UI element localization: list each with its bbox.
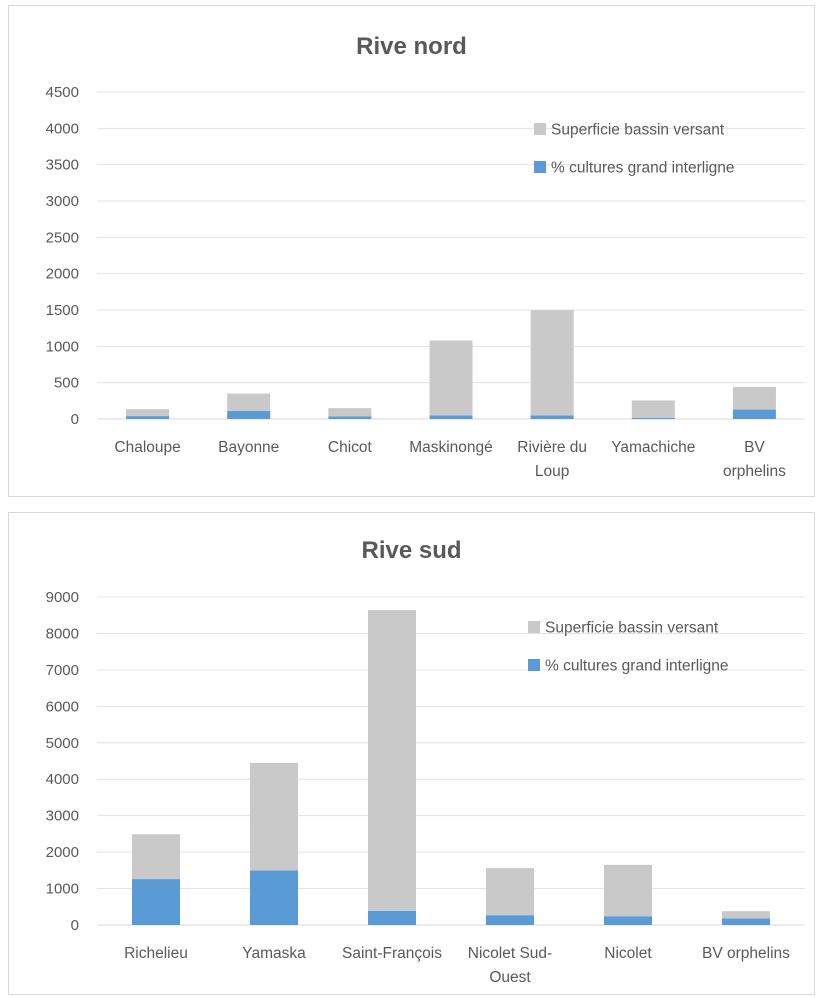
bar-superficie-bassin-versant: [126, 409, 170, 417]
bar-superficie-bassin-versant: [722, 911, 770, 919]
y-tick-label: 2500: [46, 229, 79, 246]
bar-superficie-bassin-versant: [132, 834, 180, 880]
y-tick-label: 4500: [46, 84, 79, 101]
x-category-label: BV: [744, 439, 765, 456]
x-category-label: Loup: [535, 463, 569, 480]
x-category-label: Saint-François: [342, 945, 442, 962]
legend-swatch: [534, 123, 546, 135]
x-category-label: BV orphelins: [702, 945, 790, 962]
legend-label: Superficie bassin versant: [551, 122, 725, 139]
x-category-label: Ouest: [489, 969, 531, 986]
x-category-label: orphelins: [723, 463, 786, 480]
x-category-label: Maskinongé: [409, 439, 493, 456]
y-tick-label: 1000: [46, 338, 79, 355]
x-category-label: Yamachiche: [611, 439, 695, 456]
x-category-label: Yamaska: [242, 945, 306, 962]
bar-cultures-grand-interligne: [631, 417, 675, 419]
bar-cultures-grand-interligne: [722, 918, 770, 925]
y-tick-label: 0: [71, 411, 79, 428]
legend-swatch: [534, 161, 546, 173]
y-tick-label: 2000: [46, 266, 79, 283]
legend-label: % cultures grand interligne: [551, 160, 735, 177]
y-tick-label: 4000: [46, 120, 79, 137]
y-tick-label: 9000: [46, 589, 79, 606]
y-tick-label: 8000: [46, 625, 79, 642]
bar-cultures-grand-interligne: [328, 416, 372, 419]
chart-svg: Rive nord 0 500 1000 1500 2000 2500 3000 3500 400…: [46, 33, 805, 480]
bar-superficie-bassin-versant: [486, 868, 534, 916]
bar-superficie-bassin-versant: [732, 387, 776, 410]
x-category-label: Chicot: [328, 439, 373, 456]
x-category-label: Rivière du: [517, 439, 587, 456]
y-tick-label: 1000: [46, 881, 79, 898]
y-tick-label: 3000: [46, 193, 79, 210]
bar-cultures-grand-interligne: [604, 916, 652, 925]
legend-swatch: [528, 659, 540, 671]
x-category-label: Bayonne: [218, 439, 279, 456]
bar-cultures-grand-interligne: [126, 416, 170, 419]
y-tick-label: 1500: [46, 302, 79, 319]
bar-cultures-grand-interligne: [250, 870, 298, 925]
bar-cultures-grand-interligne: [530, 415, 574, 419]
chart-title: Rive sud: [361, 537, 461, 564]
y-tick-label: 0: [71, 917, 79, 934]
chart-rive-nord: Rive nord 0 500 1000 1500 2000 2500 3000 3500 400…: [8, 5, 815, 497]
bar-superficie-bassin-versant: [429, 340, 473, 416]
y-tick-label: 6000: [46, 698, 79, 715]
x-category-label: Chaloupe: [114, 439, 180, 456]
bar-superficie-bassin-versant: [368, 610, 416, 911]
legend-label: % cultures grand interligne: [545, 658, 729, 675]
y-tick-label: 500: [54, 375, 79, 392]
bar-superficie-bassin-versant: [250, 762, 298, 871]
bar-cultures-grand-interligne: [132, 879, 180, 925]
legend-swatch: [528, 621, 540, 633]
x-category-label: Nicolet Sud-: [468, 945, 552, 962]
chart-rive-sud: Rive sud 0 1000 2000 3000 4000 5000 6000 7000 800…: [8, 512, 815, 995]
bar-superficie-bassin-versant: [631, 400, 675, 418]
y-tick-label: 7000: [46, 662, 79, 679]
bar-superficie-bassin-versant: [530, 310, 574, 416]
bar-cultures-grand-interligne: [227, 411, 271, 419]
bar-superficie-bassin-versant: [227, 393, 271, 412]
bar-cultures-grand-interligne: [732, 409, 776, 419]
bar-superficie-bassin-versant: [328, 408, 372, 417]
y-tick-label: 5000: [46, 735, 79, 752]
bar-cultures-grand-interligne: [368, 910, 416, 925]
bar-cultures-grand-interligne: [429, 415, 473, 419]
y-tick-label: 3000: [46, 808, 79, 825]
bar-superficie-bassin-versant: [604, 864, 652, 917]
y-tick-label: 2000: [46, 844, 79, 861]
x-category-label: Richelieu: [124, 945, 188, 962]
chart-svg: Rive sud 0 1000 2000 3000 4000 5000 6000 7000 800…: [46, 537, 805, 986]
bar-cultures-grand-interligne: [486, 915, 534, 925]
x-category-label: Nicolet: [604, 945, 652, 962]
legend-label: Superficie bassin versant: [545, 620, 719, 637]
chart-title: Rive nord: [356, 33, 467, 60]
y-tick-label: 4000: [46, 771, 79, 788]
y-tick-label: 3500: [46, 157, 79, 174]
